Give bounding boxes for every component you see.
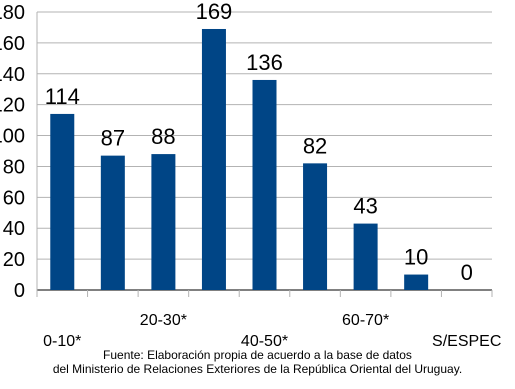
bar [404, 274, 429, 290]
bar [252, 79, 277, 290]
data-label: 0 [461, 260, 473, 285]
data-label: 88 [151, 124, 175, 149]
data-label: 87 [101, 126, 125, 151]
y-tick-label: 120 [0, 95, 25, 117]
y-tick-label: 40 [3, 218, 25, 240]
y-tick-label: 180 [0, 2, 25, 24]
y-tick-label: 80 [3, 156, 25, 178]
x-axis [36, 290, 493, 297]
data-label: 136 [246, 50, 283, 75]
x-category-label: 20-30* [140, 312, 187, 329]
data-label: 82 [303, 133, 327, 158]
y-tick-label: 60 [3, 187, 25, 209]
source-note-line-1: Fuente: Elaboración propia de acuerdo a … [103, 348, 412, 362]
y-tick-label: 100 [0, 126, 25, 148]
x-category-label: 0-10* [43, 333, 81, 350]
y-axis-tick-labels: 0 20 40 60 80 100 120 140 160 180 [0, 2, 25, 302]
bar [100, 155, 125, 290]
bar [50, 113, 75, 290]
bar [201, 28, 226, 290]
y-tick-label: 160 [0, 33, 25, 55]
bar [353, 223, 378, 290]
data-labels: 114 87 88 169 136 82 43 10 0 [45, 0, 473, 285]
y-tick-label: 0 [14, 280, 25, 302]
data-label: 10 [404, 245, 428, 270]
y-tick-label: 140 [0, 64, 25, 86]
source-note-line-2: del Ministerio de Relaciones Exteriores … [52, 362, 463, 376]
bar [303, 163, 328, 290]
bars [50, 28, 429, 290]
x-axis-category-labels: 0-10* 20-30* 40-50* 60-70* S/ESPEC [43, 312, 501, 350]
x-category-label: 60-70* [342, 312, 389, 329]
x-category-label: S/ESPEC [432, 333, 501, 350]
y-tick-label: 20 [3, 249, 25, 271]
x-category-label: 40-50* [241, 333, 288, 350]
data-label: 114 [45, 84, 80, 109]
data-label: 43 [353, 194, 377, 219]
bar [151, 154, 176, 290]
data-label: 169 [196, 0, 233, 24]
